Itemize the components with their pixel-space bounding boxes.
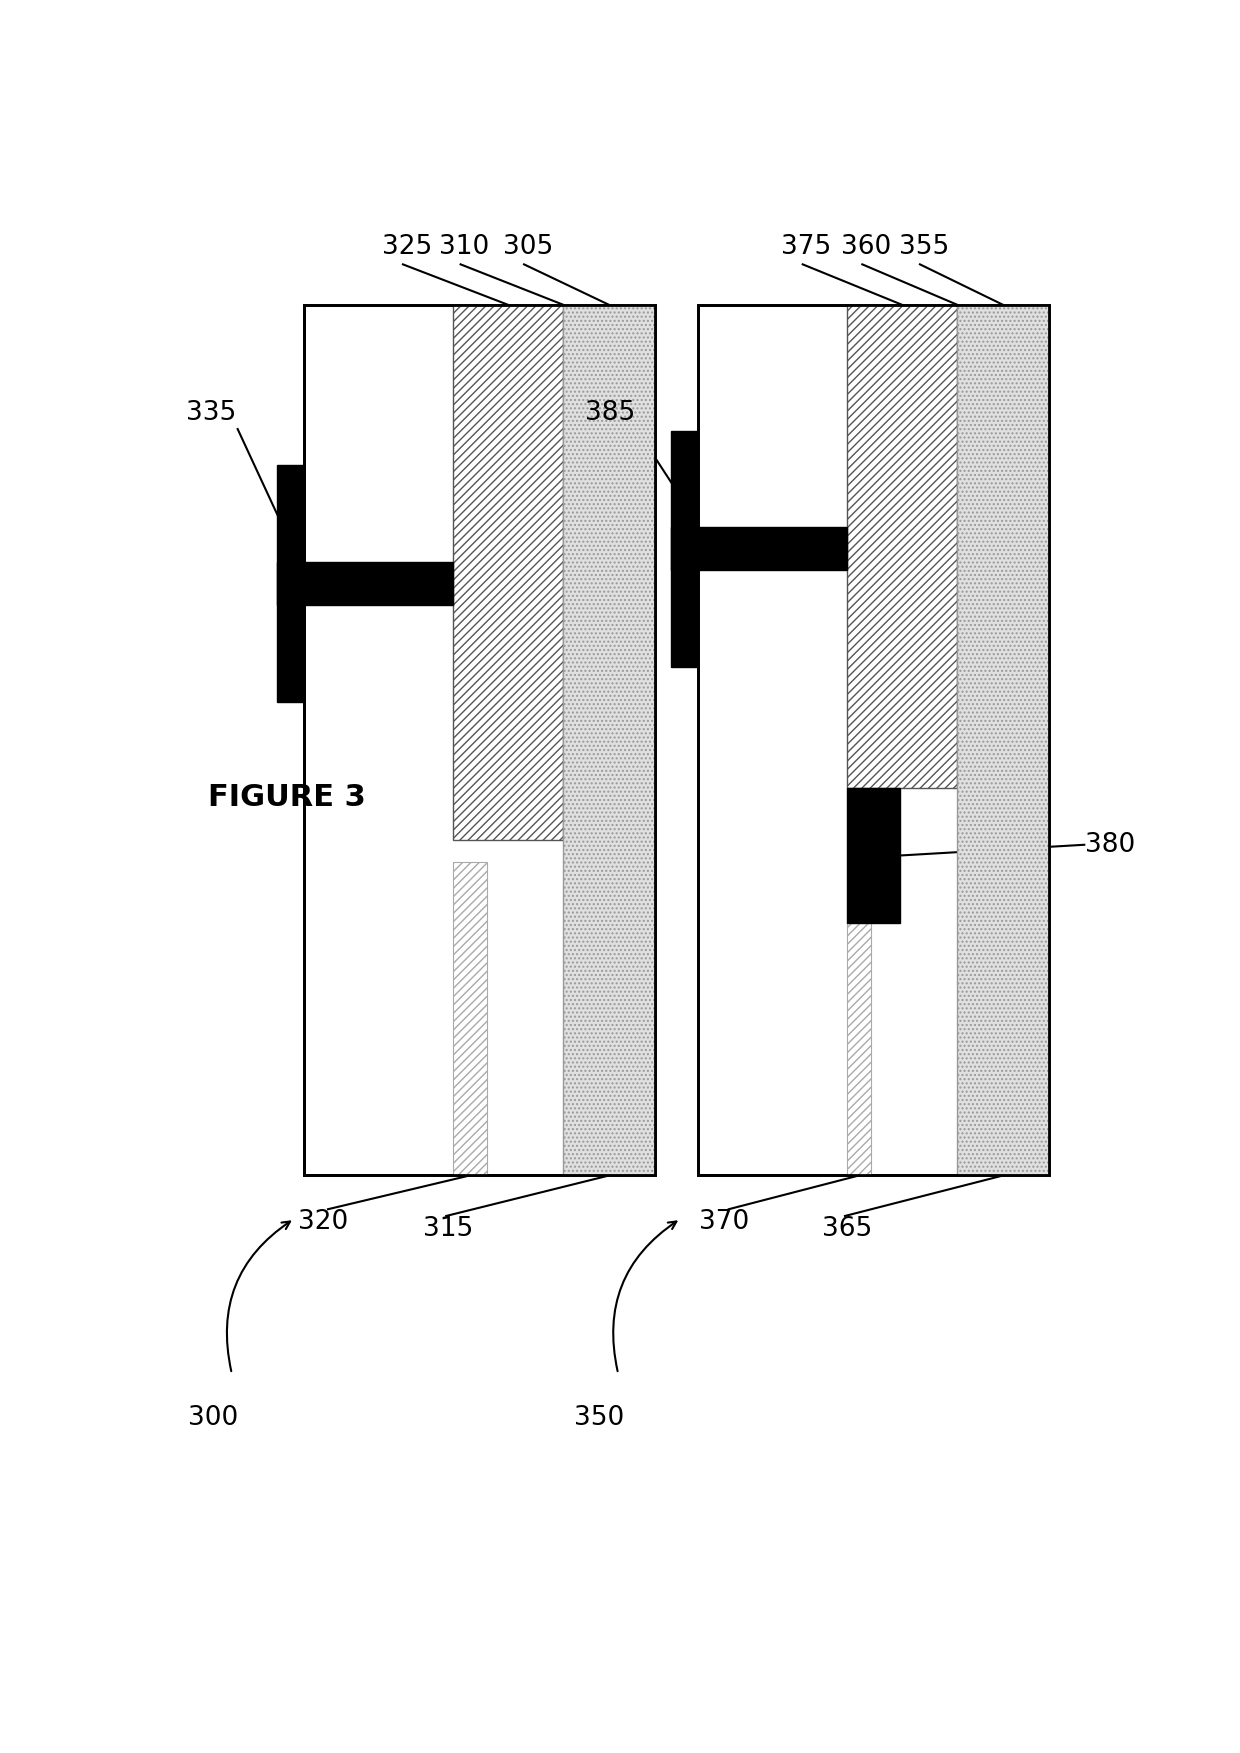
Bar [698, 305, 1049, 1176]
Bar [277, 465, 304, 701]
Bar [847, 789, 900, 924]
Text: 370: 370 [699, 1210, 749, 1236]
Text: 380: 380 [1085, 831, 1136, 857]
Bar [453, 305, 563, 840]
Text: 365: 365 [822, 1217, 872, 1241]
Bar [304, 305, 655, 1176]
Text: 335: 335 [186, 400, 237, 426]
Text: 355: 355 [899, 235, 949, 259]
Bar [453, 862, 486, 1176]
Text: 300: 300 [187, 1404, 238, 1430]
Text: 360: 360 [841, 235, 892, 259]
Text: 315: 315 [423, 1217, 474, 1241]
Bar [847, 305, 957, 789]
Text: 305: 305 [502, 235, 553, 259]
Text: 385: 385 [585, 400, 635, 426]
Text: 320: 320 [298, 1210, 348, 1236]
Bar [671, 528, 847, 570]
Text: 375: 375 [781, 235, 832, 259]
Bar [847, 924, 870, 1176]
Text: 310: 310 [439, 235, 490, 259]
FancyArrowPatch shape [614, 1222, 676, 1371]
Text: 350: 350 [574, 1404, 624, 1430]
Bar [563, 305, 655, 1176]
FancyArrowPatch shape [227, 1222, 290, 1371]
Bar [277, 563, 453, 605]
Bar [671, 431, 698, 666]
Text: 325: 325 [382, 235, 432, 259]
Bar [304, 305, 655, 1176]
Bar [957, 305, 1049, 1176]
Text: FIGURE 3: FIGURE 3 [208, 784, 366, 812]
Bar [698, 305, 1049, 1176]
